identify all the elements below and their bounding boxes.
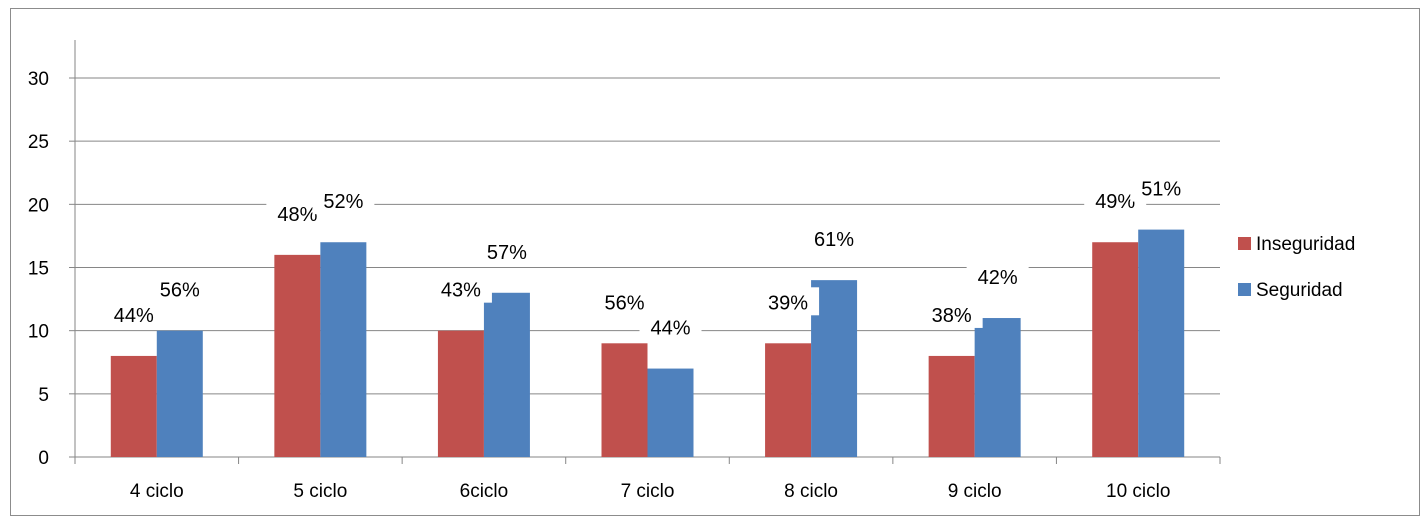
bar-seguridad	[974, 318, 1021, 457]
data-label: 44%	[650, 318, 690, 340]
chart-frame	[10, 8, 1420, 516]
bar-seguridad	[647, 368, 694, 457]
bar-inseguridad	[765, 343, 812, 457]
y-tick-label: 5	[38, 385, 49, 406]
data-label-bg	[920, 299, 983, 328]
x-tick-label: 7 ciclo	[621, 481, 675, 502]
data-label-bg	[639, 312, 702, 341]
data-labels: 44% 48% 43% 56% 39% 38% 49% 56% 52% 57% 44% 61% 42% 5…	[102, 173, 1193, 341]
legend-label-seguridad: Seguridad	[1256, 280, 1343, 301]
bars	[110, 229, 1185, 457]
data-label-bg	[1130, 173, 1193, 202]
bar-inseguridad	[1092, 242, 1139, 457]
data-label: 49%	[1095, 191, 1135, 213]
data-label: 42%	[978, 267, 1018, 289]
data-label: 39%	[768, 292, 808, 314]
y-tick-label: 15	[28, 259, 49, 280]
data-label-bg	[102, 299, 165, 328]
bar-seguridad	[320, 242, 367, 457]
bar-seguridad	[156, 330, 203, 457]
bar-inseguridad	[437, 330, 484, 457]
y-tick-label: 10	[28, 322, 49, 343]
bar-inseguridad	[274, 254, 321, 457]
data-label-bg	[148, 274, 211, 303]
data-label: 51%	[1141, 179, 1181, 201]
legend: Inseguridad Seguridad	[1238, 234, 1355, 301]
x-tick-label: 9 ciclo	[948, 481, 1002, 502]
legend-swatch-seguridad	[1238, 283, 1251, 296]
y-tick-label: 0	[38, 448, 49, 469]
y-tick-label: 25	[28, 132, 49, 153]
legend-swatch-inseguridad	[1238, 237, 1251, 250]
data-label-bg	[429, 274, 492, 303]
data-label: 57%	[487, 242, 527, 264]
data-label: 43%	[441, 280, 481, 302]
data-label-bg	[966, 262, 1029, 291]
bar-inseguridad	[110, 355, 157, 457]
data-label-bg	[803, 224, 866, 253]
x-tick-label: 8 ciclo	[784, 481, 838, 502]
bar-seguridad	[483, 292, 530, 457]
data-label: 52%	[323, 191, 363, 213]
x-tick-label: 10 ciclo	[1106, 481, 1170, 502]
y-tick-label: 30	[28, 69, 49, 90]
data-label: 56%	[604, 292, 644, 314]
data-label: 44%	[114, 305, 154, 327]
y-axis: 0 5 10 15 20 25 30	[28, 40, 76, 469]
data-label-bg	[312, 186, 375, 215]
data-label: 56%	[160, 280, 200, 302]
data-label-bg	[757, 287, 820, 316]
x-axis: 4 ciclo 5 ciclo 6ciclo 7 ciclo 8 ciclo 9 cicl…	[74, 456, 1221, 502]
y-tick-label: 20	[28, 195, 49, 216]
x-tick-label: 6ciclo	[460, 481, 509, 502]
data-label-bg	[593, 287, 656, 316]
data-label: 48%	[277, 204, 317, 226]
legend-label-inseguridad: Inseguridad	[1256, 234, 1355, 255]
bar-inseguridad	[928, 355, 975, 457]
data-label-bg	[475, 236, 538, 265]
x-tick-label: 5 ciclo	[293, 481, 347, 502]
bar-seguridad	[1138, 229, 1185, 457]
data-label: 61%	[814, 229, 854, 251]
x-tick-label: 4 ciclo	[130, 481, 184, 502]
gridlines	[75, 77, 1220, 395]
bar-inseguridad	[601, 343, 648, 457]
data-label: 38%	[932, 305, 972, 327]
